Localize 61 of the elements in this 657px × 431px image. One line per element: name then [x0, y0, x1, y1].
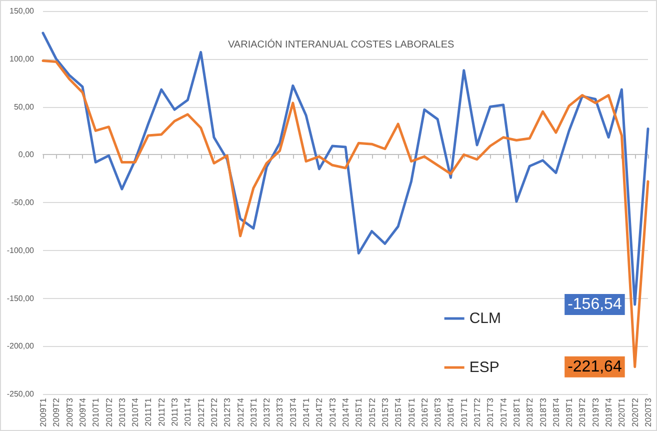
x-tick-label: 2010T4: [130, 398, 140, 427]
y-tick-label: 50,00: [14, 102, 35, 112]
x-tick-label: 2014T4: [340, 398, 350, 427]
x-tick-label: 2017T3: [485, 398, 496, 427]
x-tick-label: 2011T3: [170, 398, 180, 426]
x-tick-label: 2013T1: [248, 398, 258, 427]
x-tick-label: 2009T4: [77, 398, 88, 427]
x-tick-label: 2009T3: [64, 398, 74, 427]
y-tick-label: 0,00: [18, 150, 35, 160]
data-label: -156,54: [568, 296, 622, 314]
x-tick-label: 2010T2: [104, 398, 114, 427]
y-tick-label: -200,00: [6, 342, 35, 351]
x-tick-label: 2018T2: [524, 398, 535, 427]
x-tick-label: 2015T3: [380, 398, 390, 427]
x-tick-label: 2017T4: [498, 398, 508, 427]
y-tick-label: 150,00: [10, 6, 35, 16]
y-tick-label: -100,00: [6, 246, 35, 255]
x-tick-label: 2012T3: [222, 398, 232, 427]
x-tick-label: 2011T4: [182, 398, 193, 426]
x-tick-label: 2012T4: [235, 398, 246, 427]
x-tick-label: 2013T2: [262, 398, 272, 427]
x-tick-label: 2017T2: [472, 398, 482, 427]
y-tick-label: 100,00: [10, 54, 35, 64]
x-tick-label: 2018T3: [538, 398, 548, 427]
y-tick-label: -250,00: [6, 390, 35, 398]
x-tick-label: 2015T1: [354, 398, 364, 427]
x-tick-label: 2010T3: [116, 398, 127, 427]
x-tick-label: 2019T1: [564, 398, 574, 427]
x-tick-label: 2020T3: [643, 398, 653, 427]
x-tick-label: 2013T3: [274, 398, 285, 427]
x-tick-label: 2015T4: [393, 398, 404, 427]
x-tick-label: 2019T4: [604, 398, 614, 427]
x-tick-label: 2014T1: [301, 398, 312, 427]
x-tick-label: 2013T4: [288, 398, 298, 427]
x-tick-label: 2018T1: [511, 398, 522, 427]
x-tick-label: 2015T2: [366, 398, 377, 427]
x-tick-label: 2018T4: [550, 398, 561, 427]
y-tick-label: -50,00: [11, 198, 35, 207]
y-tick-label: -150,00: [6, 294, 35, 303]
x-tick-label: 2009T1: [38, 398, 48, 427]
legend-label: CLM: [469, 310, 501, 327]
x-tick-label: 2016T2: [419, 398, 430, 427]
x-tick-label: 2012T2: [208, 398, 219, 427]
x-tick-label: 2012T1: [196, 398, 206, 427]
x-tick-label: 2010T1: [90, 398, 101, 427]
x-tick-label: 2019T2: [577, 398, 588, 427]
x-tick-label: 2020T2: [630, 398, 640, 427]
x-tick-label: 2016T4: [446, 398, 456, 427]
x-tick-label: 2014T2: [314, 398, 324, 427]
legend-label: ESP: [469, 359, 500, 376]
x-tick-label: 2011T2: [156, 398, 166, 426]
x-tick-label: 2016T3: [432, 398, 443, 427]
x-tick-label: 2020T1: [616, 398, 627, 427]
x-tick-label: 2017T1: [458, 398, 469, 427]
x-tick-label: 2011T1: [143, 398, 154, 426]
text: VARIACIÓN INTERANUAL COSTES LABORALES: [228, 38, 454, 50]
x-tick-label: 2014T3: [327, 398, 338, 427]
x-tick-label: 2016T1: [406, 398, 416, 427]
x-tick-label: 2019T3: [590, 398, 600, 427]
x-tick-label: 2009T2: [51, 398, 62, 427]
data-label: -221,64: [568, 358, 622, 376]
